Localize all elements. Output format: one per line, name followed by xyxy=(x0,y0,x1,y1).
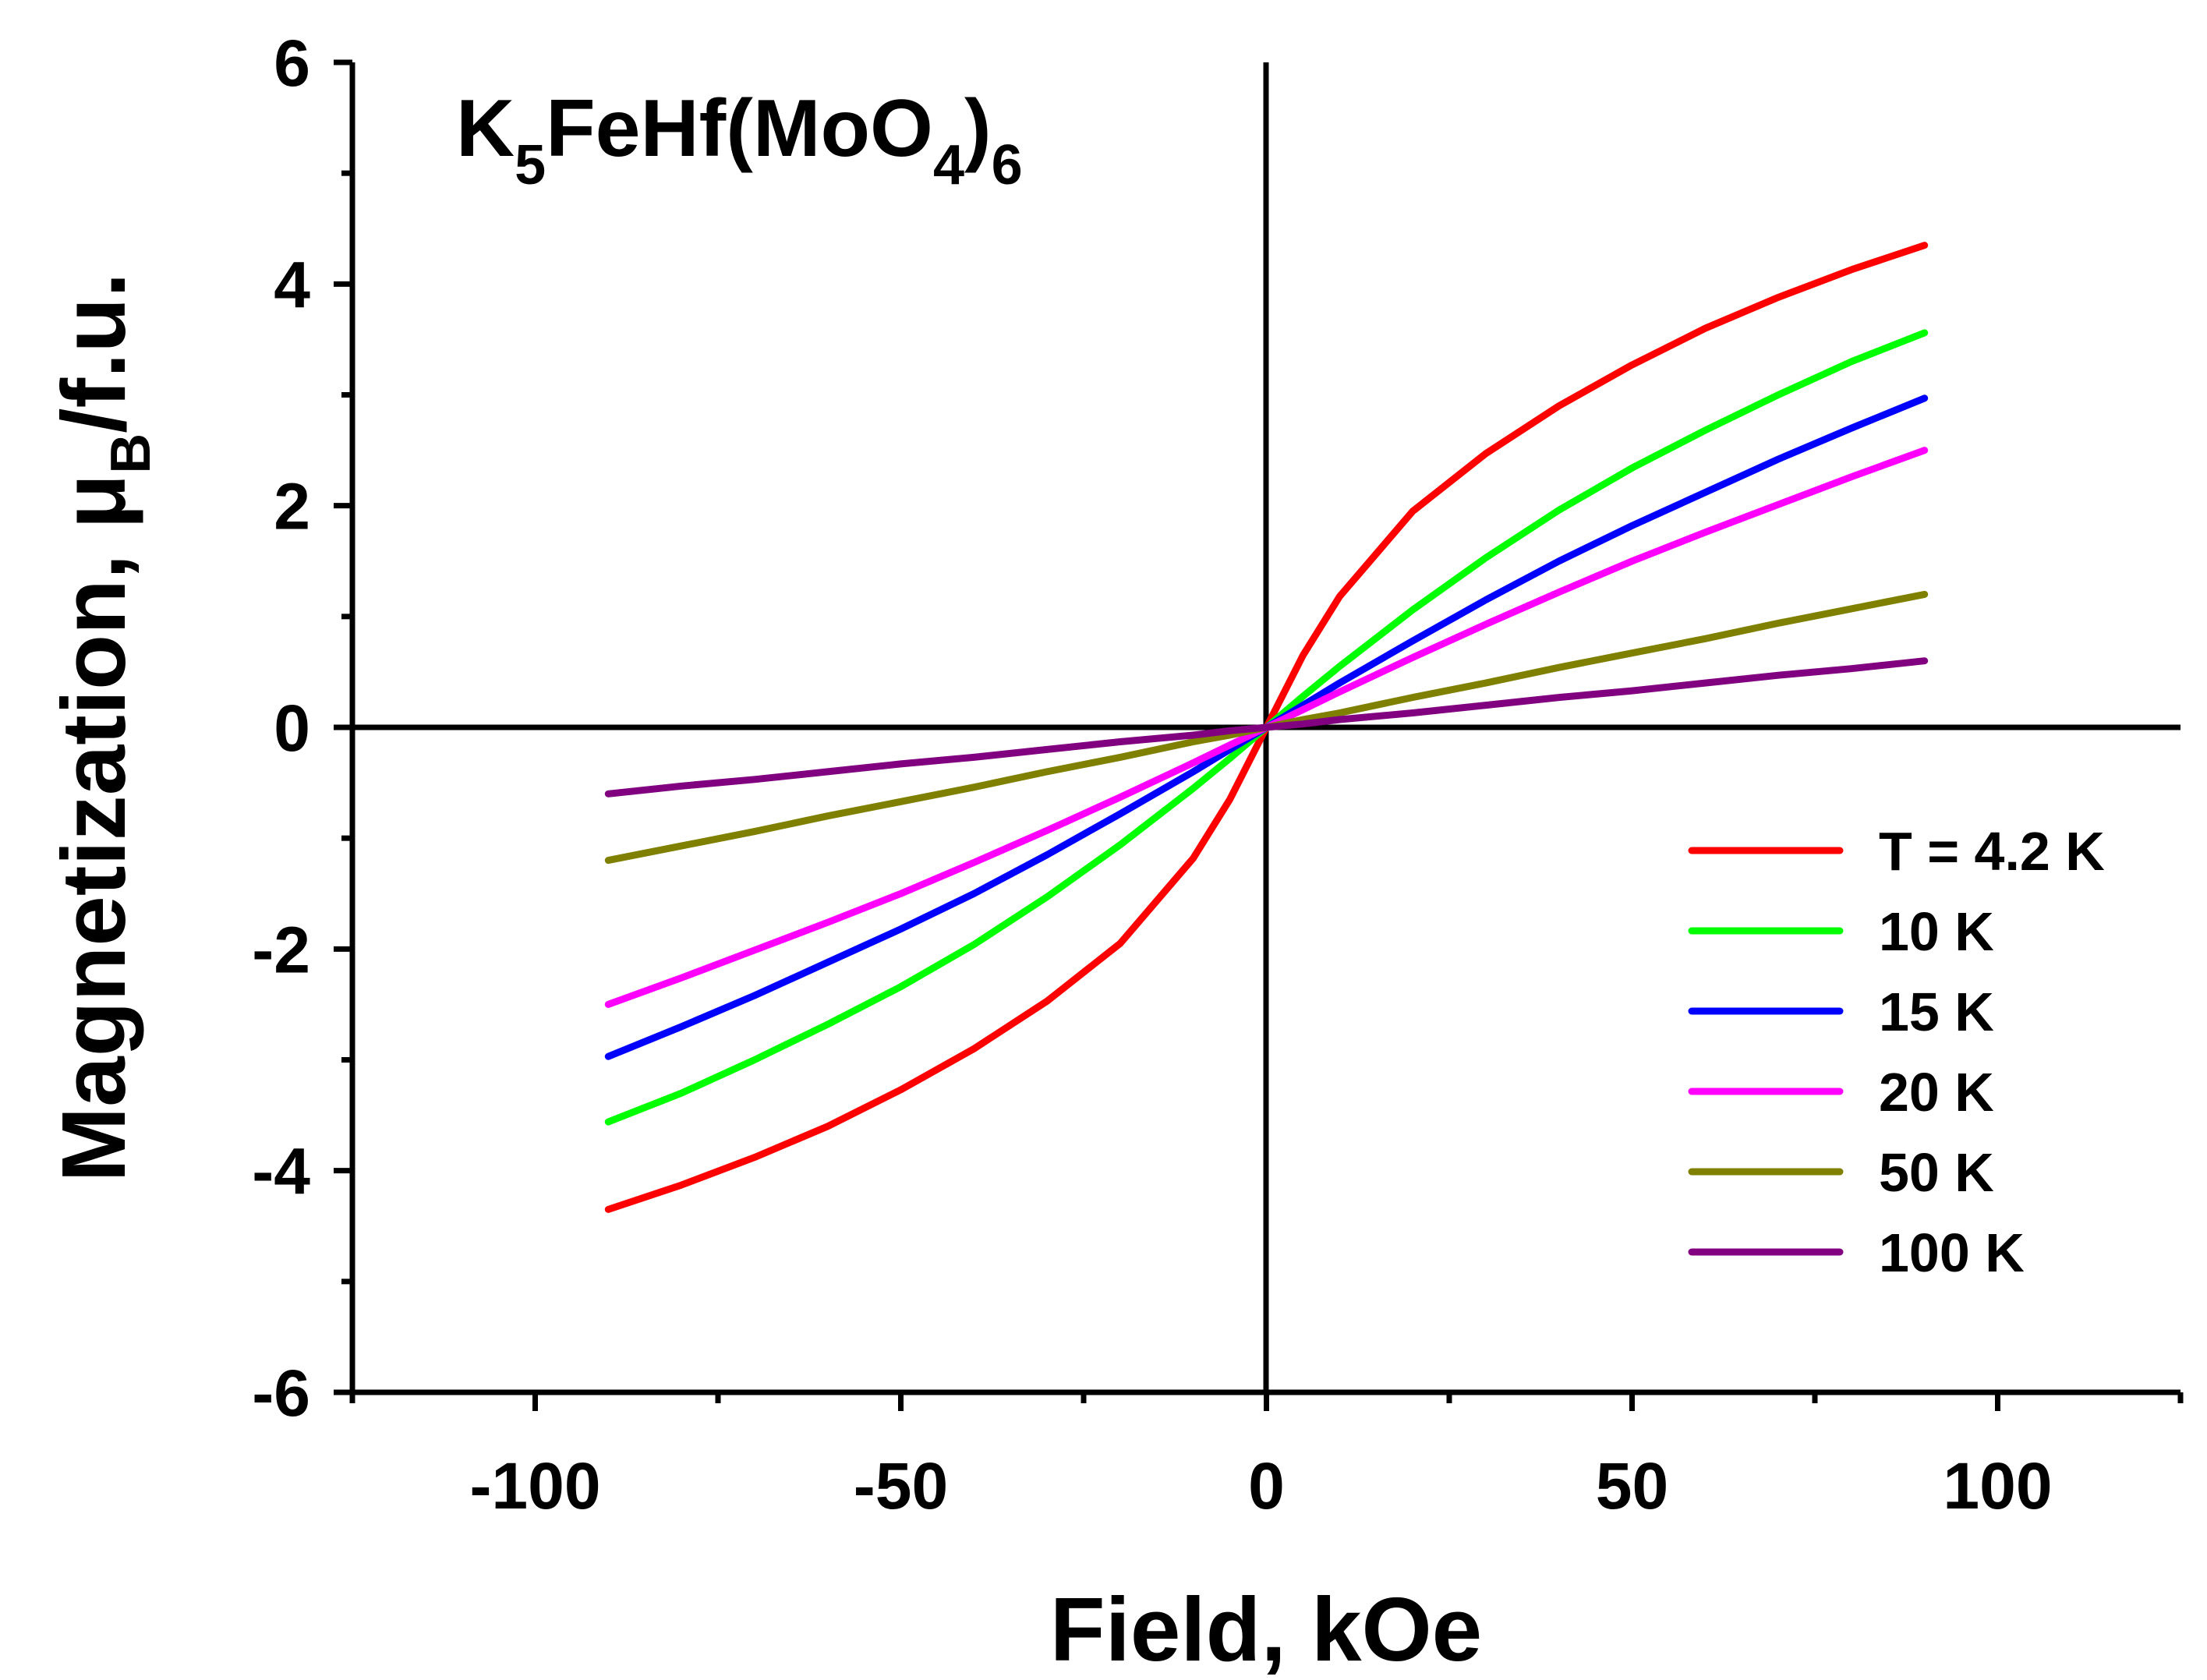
chart-title: K5FeHf(MoO4)6 xyxy=(456,83,1023,196)
legend-label: 20 K xyxy=(1879,1062,1994,1123)
legend-label: T = 4.2 K xyxy=(1879,821,2105,882)
series-line-100-k xyxy=(604,657,1929,798)
ticks: -100 -50 0 50 100 -6 -4 -2 0 2 4 6 xyxy=(252,27,2184,1523)
legend: T = 4.2 K 10 K 15 K 20 K 50 K 100 K xyxy=(1688,821,2105,1283)
y-axis-title: Magnetization, μB/f.u. xyxy=(43,273,162,1183)
x-tick-label: 100 xyxy=(1943,1449,2052,1523)
legend-label: 50 K xyxy=(1879,1142,1994,1203)
y-tick-label: 4 xyxy=(274,248,310,321)
y-tick-label: -2 xyxy=(252,913,310,986)
y-tick-label: -4 xyxy=(252,1135,310,1208)
x-tick-label: -50 xyxy=(854,1449,948,1523)
series-group xyxy=(604,242,1929,1213)
legend-label: 10 K xyxy=(1879,901,1994,962)
x-axis-title: Field, kOe xyxy=(1050,1579,1482,1680)
x-tick-label: -100 xyxy=(469,1449,600,1523)
legend-label: 100 K xyxy=(1879,1222,2025,1283)
x-tick-label: 0 xyxy=(1248,1449,1285,1523)
y-tick-label: 2 xyxy=(274,470,310,543)
x-tick-label: 50 xyxy=(1596,1449,1668,1523)
y-tick-label: 6 xyxy=(274,27,310,100)
y-tick-label: 0 xyxy=(274,691,310,765)
legend-label: 15 K xyxy=(1879,981,1994,1042)
y-tick-label: -6 xyxy=(252,1356,310,1430)
